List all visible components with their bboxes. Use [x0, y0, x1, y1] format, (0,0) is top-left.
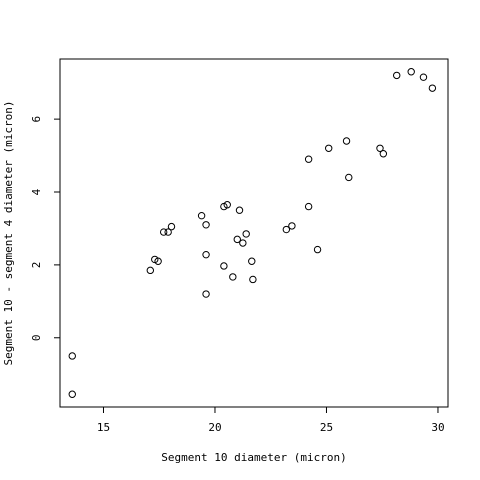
x-tick-label: 30	[431, 421, 444, 434]
data-point	[202, 250, 210, 259]
data-point	[376, 144, 384, 152]
y-axis-label: Segment 10 - segment 4 diameter (micron)	[2, 101, 15, 366]
y-tick-label: 6	[30, 116, 43, 123]
y-tick-label: 2	[30, 262, 43, 269]
data-point	[68, 390, 76, 398]
data-point	[345, 173, 353, 182]
data-point	[248, 257, 256, 265]
plot-frame	[59, 58, 449, 408]
data-point	[197, 211, 206, 220]
x-tick-label: 15	[97, 421, 110, 434]
data-point	[379, 150, 388, 158]
data-point	[202, 290, 210, 298]
data-point	[229, 273, 237, 281]
data-point	[407, 68, 415, 76]
data-point	[220, 262, 228, 270]
data-point	[154, 257, 162, 265]
x-tick-label: 20	[208, 421, 221, 434]
data-point	[249, 275, 257, 284]
x-axis: 15 20 25 30	[97, 407, 445, 434]
data-point	[233, 235, 241, 244]
data-point	[202, 221, 210, 229]
data-point	[342, 137, 351, 145]
data-point	[239, 239, 247, 247]
data-point	[167, 222, 176, 231]
data-point	[223, 201, 231, 209]
data-point	[282, 225, 291, 234]
x-axis-label: Segment 10 diameter (micron)	[161, 451, 346, 464]
data-point	[235, 206, 244, 214]
data-point	[68, 352, 76, 360]
data-point	[146, 266, 155, 275]
data-point	[419, 73, 428, 81]
data-point	[242, 230, 250, 238]
y-axis: 0 2 4 6	[30, 116, 60, 341]
data-point	[304, 202, 313, 211]
data-point	[304, 155, 313, 163]
data-point	[428, 84, 437, 92]
data-point	[159, 228, 168, 236]
y-tick-label: 4	[30, 188, 43, 195]
data-point	[288, 222, 296, 230]
y-tick-label: 0	[30, 334, 43, 341]
data-point	[313, 245, 322, 254]
data-point	[164, 228, 172, 236]
data-point	[393, 71, 401, 80]
data-points	[68, 68, 437, 398]
data-point	[325, 144, 333, 152]
x-tick-label: 25	[320, 421, 333, 434]
